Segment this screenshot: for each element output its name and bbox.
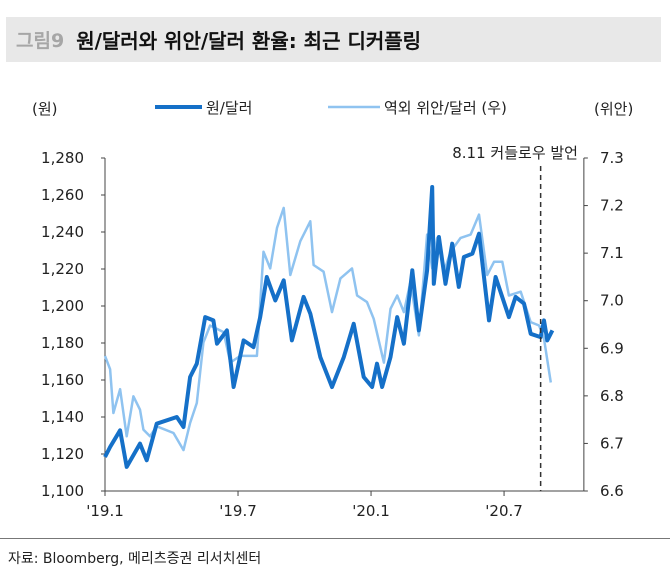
right-tick-label: 7.0 <box>600 292 624 310</box>
right-axis-unit: (위안) <box>594 100 633 118</box>
right-tick-label: 6.6 <box>600 482 624 500</box>
chart-title: 원/달러와 위안/달러 환율: 최근 디커플링 <box>76 29 422 53</box>
right-tick-label: 6.7 <box>600 434 624 452</box>
series-line-krw <box>103 185 555 469</box>
title-bar: 그림9 원/달러와 위안/달러 환율: 최근 디커플링 <box>6 17 661 62</box>
legend-label-krw: 원/달러 <box>206 99 252 117</box>
left-tick-label: 1,280 <box>41 149 84 167</box>
right-tick-label: 6.9 <box>600 339 624 357</box>
right-tick-label: 7.1 <box>600 244 624 262</box>
x-tick-label: '20.1 <box>352 502 390 520</box>
left-tick-label: 1,200 <box>41 297 84 315</box>
left-tick-label: 1,180 <box>41 334 84 352</box>
right-tick-label: 7.3 <box>600 149 624 167</box>
x-tick-label: '20.7 <box>485 502 523 520</box>
figure-number: 그림9 <box>16 30 65 52</box>
left-tick-label: 1,240 <box>41 223 84 241</box>
source-note: 자료: Bloomberg, 메리츠증권 리서치센터 <box>8 551 262 567</box>
left-tick-label: 1,140 <box>41 408 84 426</box>
left-axis-unit: (원) <box>32 100 58 118</box>
legend-label-cnh: 역외 위안/달러 (우) <box>384 99 507 117</box>
annotation-label: 8.11 커들로우 발언 <box>452 144 578 162</box>
x-tick-label: '19.1 <box>86 502 124 520</box>
source-divider <box>0 538 670 539</box>
left-tick-label: 1,220 <box>41 260 84 278</box>
x-tick-label: '19.7 <box>219 502 257 520</box>
series-line-cnh <box>103 206 553 452</box>
left-tick-label: 1,100 <box>41 482 84 500</box>
left-tick-label: 1,160 <box>41 371 84 389</box>
left-tick-label: 1,260 <box>41 186 84 204</box>
right-tick-label: 6.8 <box>600 387 624 405</box>
left-tick-label: 1,120 <box>41 445 84 463</box>
right-tick-label: 7.2 <box>600 197 624 215</box>
